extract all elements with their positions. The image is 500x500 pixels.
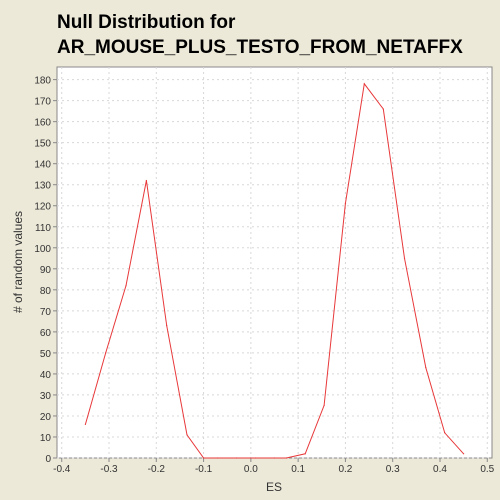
y-tick-label: 30: [40, 391, 52, 402]
data-point: [202, 457, 205, 459]
y-tick-label: 10: [40, 433, 52, 444]
data-point: [304, 453, 306, 455]
x-tick-label: -0.1: [195, 464, 213, 475]
data-point: [444, 432, 446, 434]
data-point: [285, 457, 287, 459]
data-point: [363, 83, 365, 85]
x-tick-label: 0.3: [386, 464, 400, 475]
y-tick-label: 110: [35, 223, 51, 234]
x-tick-label: 0.0: [244, 464, 258, 475]
series-points: [84, 83, 465, 459]
data-point: [323, 404, 325, 407]
data-point: [273, 457, 276, 459]
chart-title-line-1: Null Distribution for: [57, 12, 236, 33]
data-point: [254, 457, 257, 459]
y-axis-label: # of random values: [11, 211, 25, 313]
y-tick-label: 100: [34, 244, 51, 255]
chart-title: Null Distribution for AR_MOUSE_PLUS_TEST…: [57, 10, 463, 60]
data-point: [403, 257, 406, 259]
y-axis: 0 10 20 30 40 50 60 70 80 90 100 110 120 130 140 150 160…: [34, 76, 57, 465]
y-tick-label: 50: [40, 349, 52, 360]
data-point: [382, 108, 384, 110]
x-tick-label: 0.2: [338, 464, 352, 475]
y-tick-label: 180: [34, 76, 51, 87]
y-tick-label: 160: [34, 118, 51, 129]
y-tick-label: 70: [40, 307, 52, 318]
y-tick-label: 40: [40, 370, 52, 381]
y-tick-label: 0: [45, 454, 51, 465]
data-point: [463, 453, 465, 455]
data-point: [344, 203, 347, 205]
data-point: [145, 179, 147, 182]
y-tick-label: 150: [34, 139, 51, 150]
y-tick-label: 80: [40, 286, 52, 297]
data-point: [186, 434, 188, 436]
x-tick-label: 0.4: [433, 464, 447, 475]
x-tick-label: 0.5: [480, 464, 494, 475]
data-point: [236, 457, 238, 459]
y-tick-label: 60: [40, 328, 52, 339]
data-point: [105, 352, 107, 354]
x-tick-label: -0.4: [53, 464, 71, 475]
x-axis: -0.4 -0.3 -0.2 -0.1 0.0 0.1 0.2 0.3 0.4 0.5: [53, 458, 495, 475]
data-point: [166, 324, 168, 327]
data-point: [125, 285, 127, 287]
x-axis-label: ES: [266, 480, 282, 494]
y-tick-label: 130: [34, 181, 51, 192]
x-tick-label: -0.3: [100, 464, 118, 475]
y-tick-label: 120: [34, 202, 51, 213]
data-point: [84, 423, 86, 425]
data-point: [425, 367, 427, 369]
y-tick-label: 170: [34, 97, 51, 108]
x-tick-label: -0.2: [148, 464, 166, 475]
plot-area: [56, 66, 493, 459]
grid-lines: [57, 67, 492, 459]
chart-title-line-2: AR_MOUSE_PLUS_TESTO_FROM_NETAFFX: [57, 37, 463, 58]
y-tick-label: 20: [40, 412, 52, 423]
y-tick-label: 90: [40, 265, 52, 276]
x-tick-label: 0.1: [291, 464, 305, 475]
data-point: [217, 457, 219, 459]
y-tick-label: 140: [34, 160, 51, 171]
